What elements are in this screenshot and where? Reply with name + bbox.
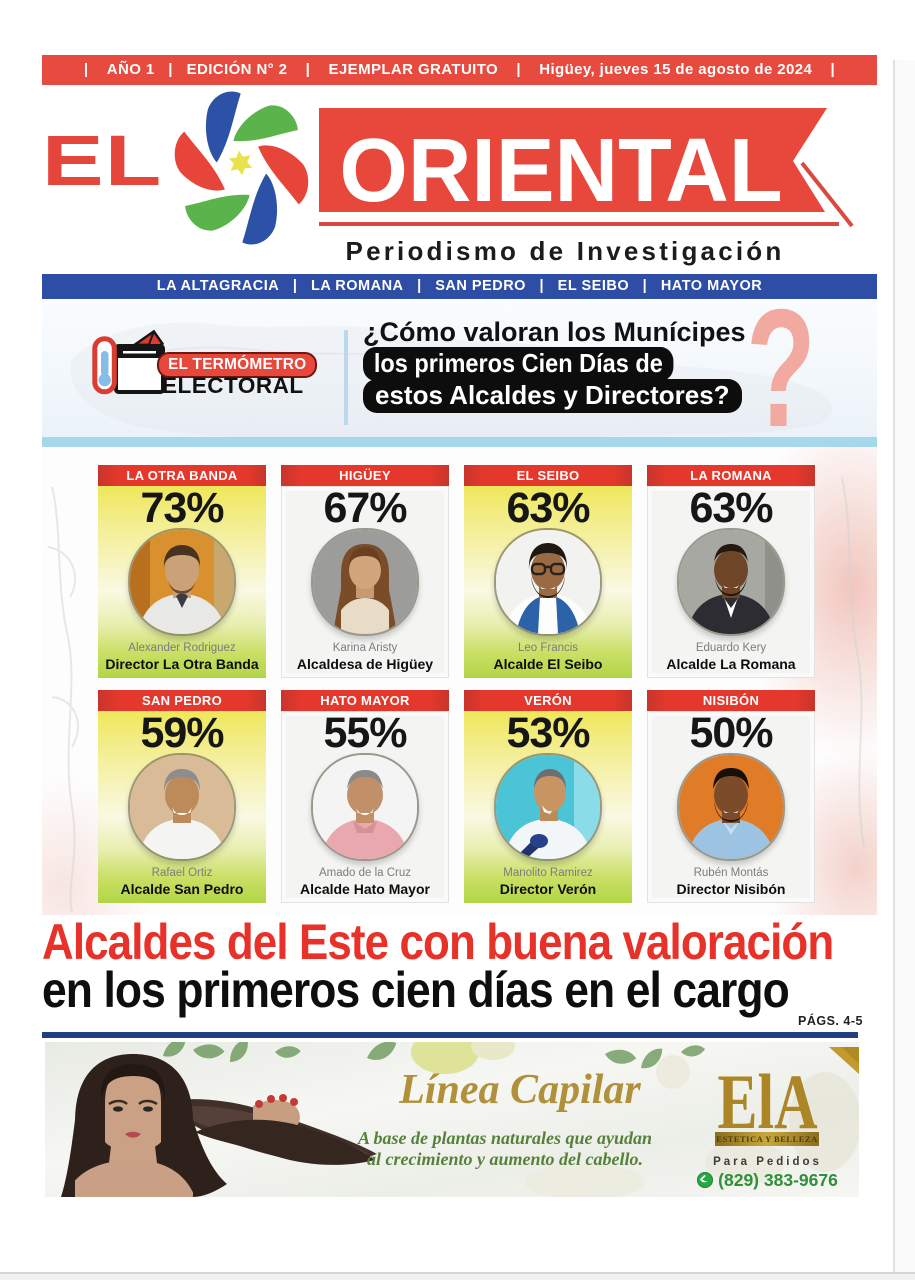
svg-text:ORIENTAL: ORIENTAL bbox=[339, 120, 782, 220]
